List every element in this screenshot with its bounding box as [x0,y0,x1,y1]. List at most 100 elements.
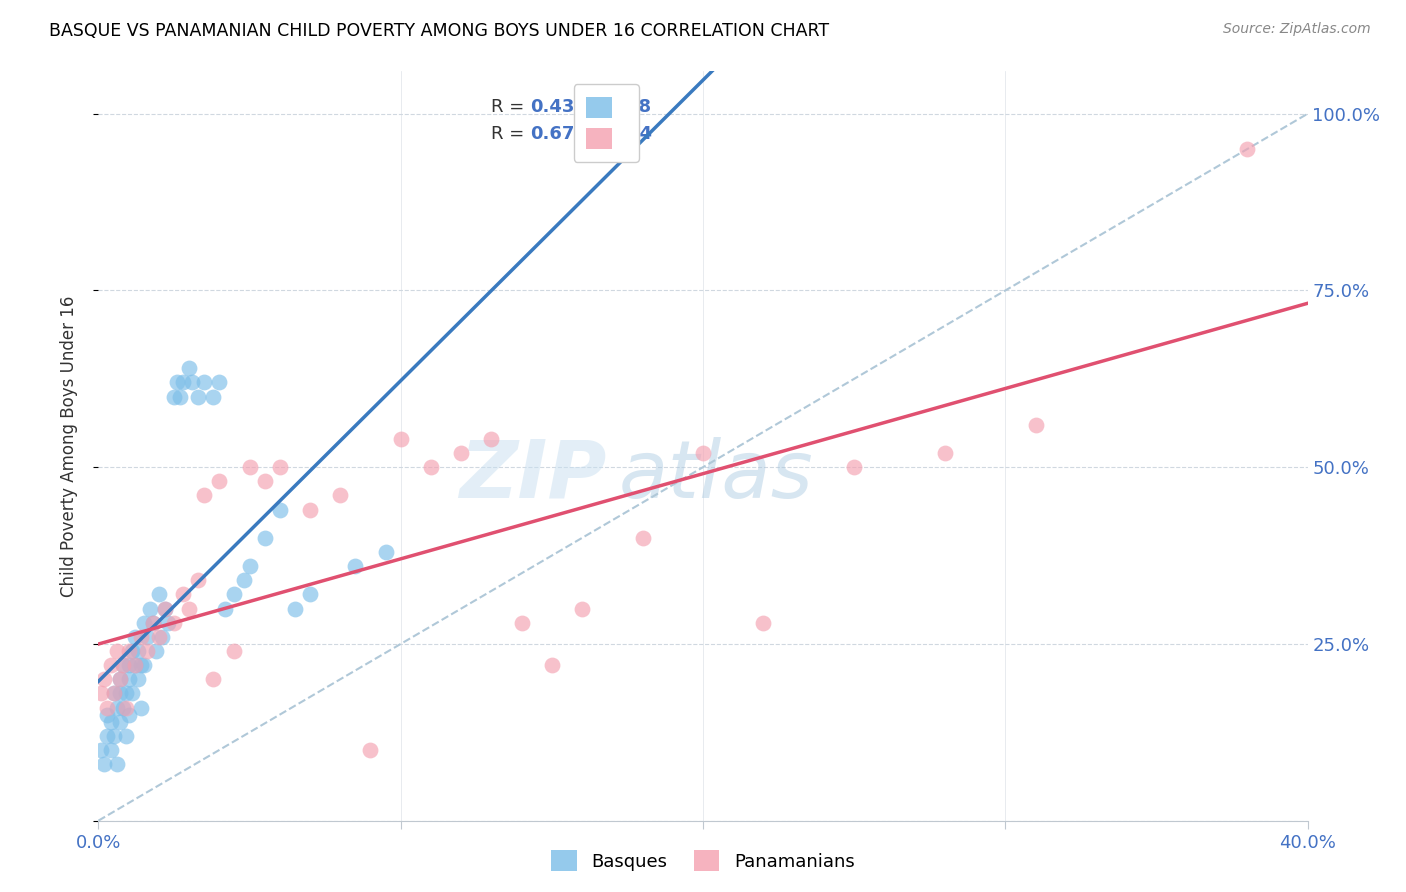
Point [193,376,215,390]
Point [179,361,201,376]
Point [121,644,143,658]
Point [360,743,382,757]
Text: Source: ZipAtlas.com: Source: ZipAtlas.com [1223,22,1371,37]
Point [127,673,149,687]
Legend: , : , [574,84,638,162]
Text: 0.676: 0.676 [530,125,586,144]
Point [224,644,246,658]
Point [510,615,533,630]
Point [169,390,191,404]
Point [150,630,173,644]
Point [148,630,170,644]
Point [329,488,352,502]
Text: 0.431: 0.431 [530,97,586,116]
Point [253,531,276,545]
Point [145,644,167,658]
Text: N =: N = [576,125,627,144]
Point [299,502,322,516]
Text: atlas: atlas [619,437,813,515]
Point [187,574,209,588]
Point [239,460,262,475]
Point [181,376,204,390]
Point [127,644,149,658]
Point [124,630,146,644]
Y-axis label: Child Poverty Among Boys Under 16: Child Poverty Among Boys Under 16 [59,295,77,597]
Point [118,644,141,658]
Point [118,673,141,687]
Point [179,601,201,615]
Point [132,658,155,673]
Point [389,432,412,446]
Point [172,376,194,390]
Point [105,644,128,658]
Point [571,601,593,615]
Point [93,673,115,687]
Point [105,757,128,772]
Point [129,700,152,714]
Point [93,757,115,772]
Point [224,587,246,601]
Point [111,658,134,673]
Point [118,658,141,673]
Point [132,615,155,630]
Point [284,601,307,615]
Point [299,587,322,601]
Point [166,376,188,390]
Point [156,615,179,630]
Point [692,446,714,460]
Text: ZIP: ZIP [458,437,606,515]
Point [100,714,122,729]
Point [420,460,443,475]
Point [153,601,176,615]
Point [90,686,112,700]
Point [540,658,562,673]
Point [374,545,396,559]
Point [239,559,262,574]
Point [187,390,209,404]
Point [129,658,152,673]
Point [269,502,291,516]
Point [214,601,236,615]
Point [752,615,775,630]
Point [111,658,134,673]
Point [96,707,118,722]
Point [108,673,131,687]
Point [163,615,186,630]
Point [232,574,254,588]
Point [934,446,956,460]
Point [135,630,157,644]
Point [90,743,112,757]
Point [108,686,131,700]
Text: 58: 58 [627,97,652,116]
Point [148,587,170,601]
Point [450,446,472,460]
Point [142,615,165,630]
Point [153,601,176,615]
Point [129,630,152,644]
Point [193,488,215,502]
Point [163,390,186,404]
Point [124,658,146,673]
Point [111,700,134,714]
Point [208,475,231,489]
Point [105,700,128,714]
Point [118,707,141,722]
Point [100,743,122,757]
Point [103,729,125,743]
Point [114,686,136,700]
Point [142,615,165,630]
Point [1024,417,1046,432]
Point [1236,142,1258,156]
Point [108,714,131,729]
Point [124,658,146,673]
Point [208,376,231,390]
Point [269,460,291,475]
Point [172,587,194,601]
Text: R =: R = [492,97,530,116]
Point [253,475,276,489]
Point [103,686,125,700]
Point [344,559,367,574]
Point [114,700,136,714]
Text: 44: 44 [627,125,652,144]
Text: BASQUE VS PANAMANIAN CHILD POVERTY AMONG BOYS UNDER 16 CORRELATION CHART: BASQUE VS PANAMANIAN CHILD POVERTY AMONG… [49,22,830,40]
